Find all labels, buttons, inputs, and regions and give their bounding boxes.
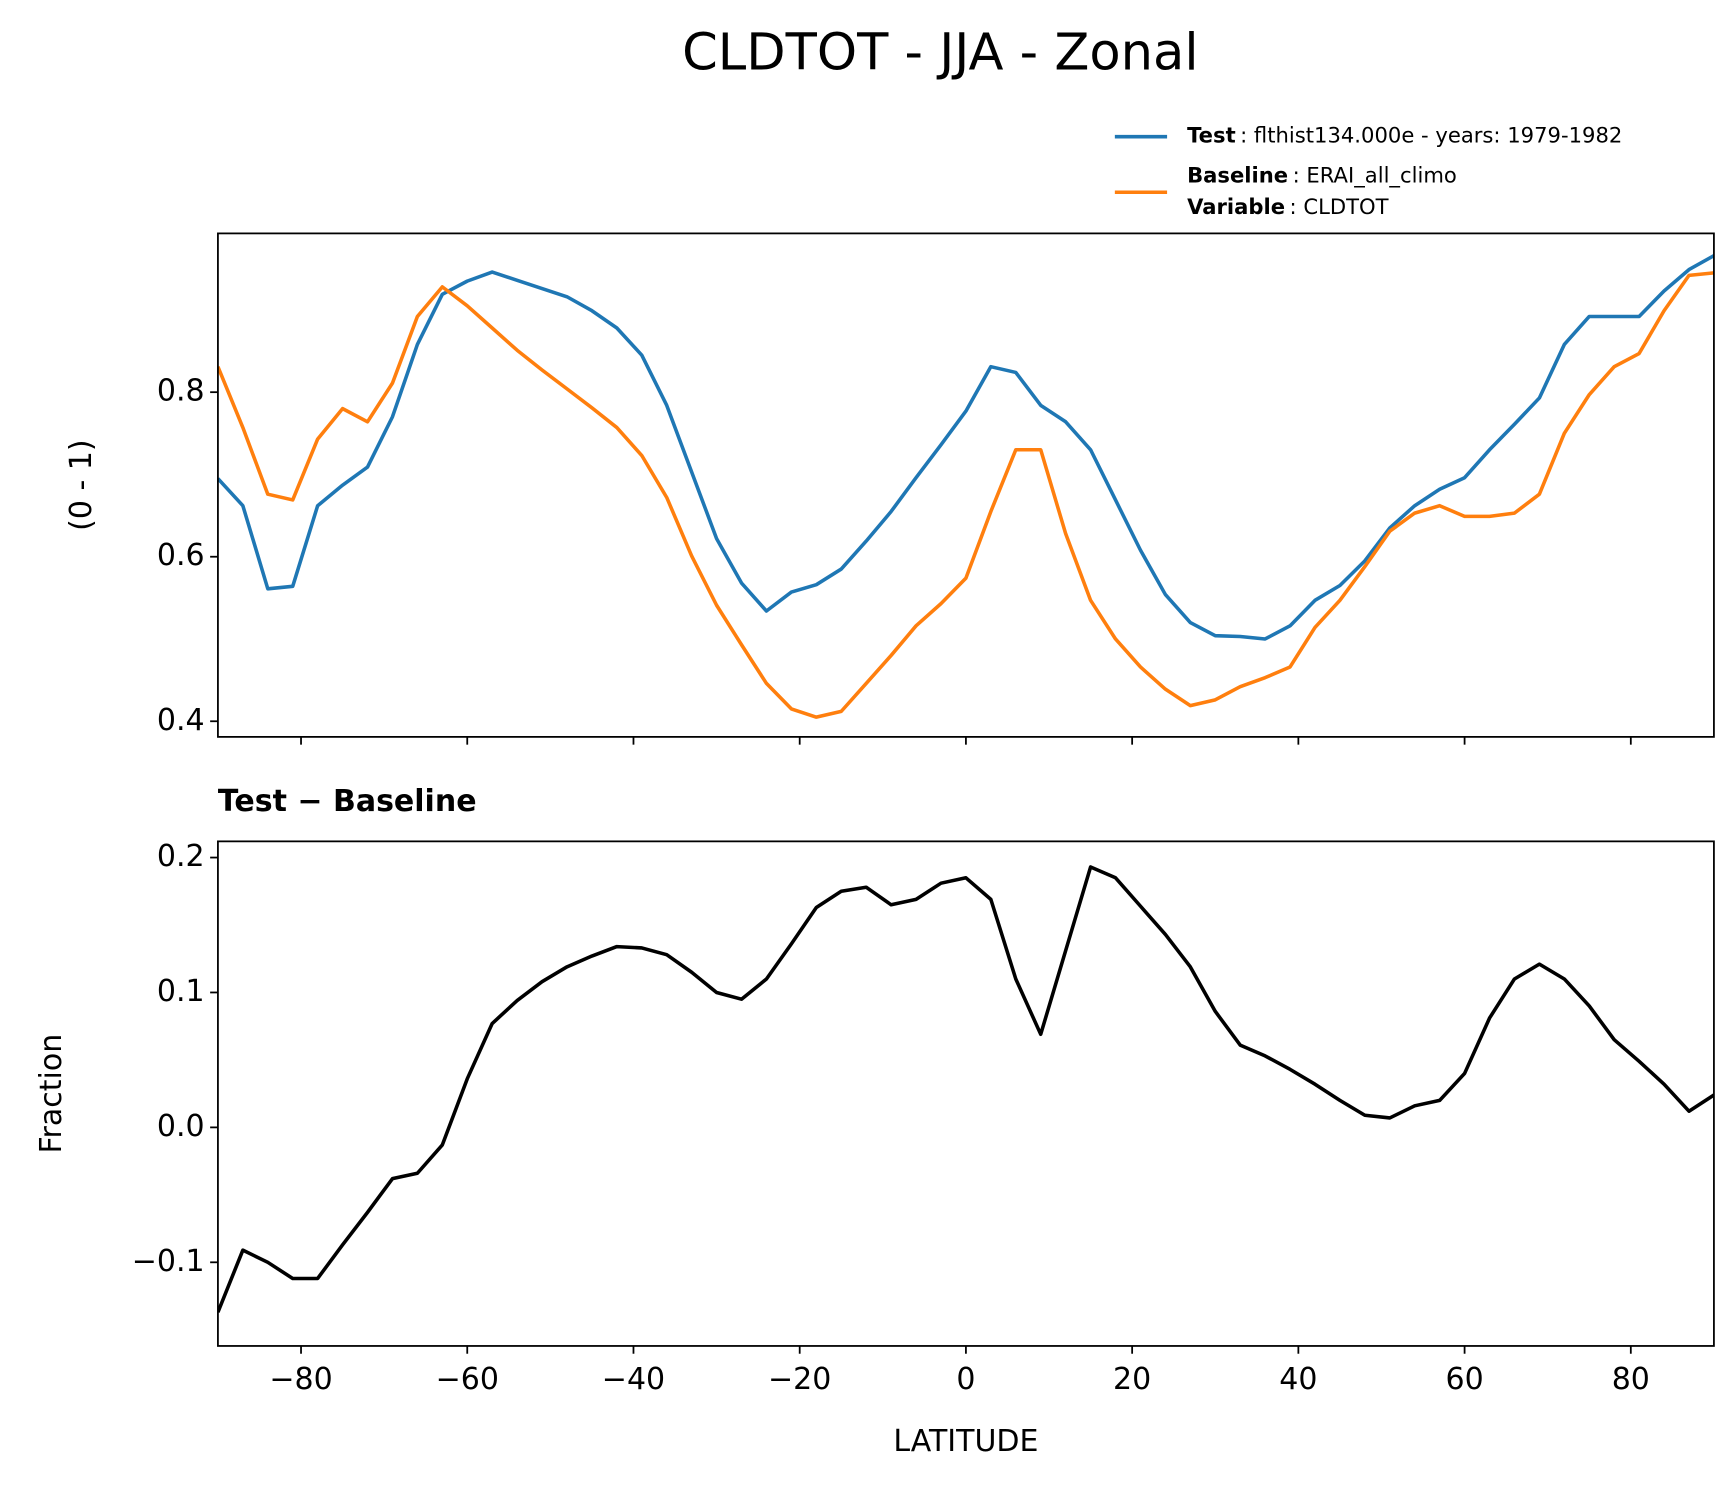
legend-label: Baseline: ERAI_all_climo bbox=[1187, 163, 1457, 189]
x-tick-label: −80 bbox=[269, 1362, 332, 1397]
y-axis-label: (0 - 1) bbox=[64, 439, 99, 530]
x-tick-label: −20 bbox=[768, 1362, 831, 1397]
x-tick-label: −60 bbox=[436, 1362, 499, 1397]
x-tick-label: 0 bbox=[956, 1362, 975, 1397]
x-tick-label: 80 bbox=[1612, 1362, 1650, 1397]
legend-text: : CLDTOT bbox=[1290, 194, 1389, 219]
x-tick-label: 20 bbox=[1113, 1362, 1151, 1397]
series-line bbox=[217, 865, 1714, 1313]
legend-name: Variable bbox=[1187, 194, 1285, 219]
x-tick-label: 40 bbox=[1279, 1362, 1317, 1397]
y-tick-label: 0.2 bbox=[157, 839, 205, 874]
y-axis-label: Fraction bbox=[34, 1034, 69, 1154]
legend-label: Variable: CLDTOT bbox=[1187, 194, 1389, 219]
y-tick-label: 0.6 bbox=[157, 538, 205, 573]
x-tick-label: 60 bbox=[1445, 1362, 1483, 1397]
axes-frame bbox=[217, 840, 1715, 1347]
legend-label: Test: flthist134.000e - years: 1979-1982 bbox=[1187, 123, 1622, 148]
axes-title: Test − Baseline bbox=[218, 784, 477, 819]
legend-name: Test bbox=[1187, 123, 1236, 148]
figure-title: CLDTOT - JJA - Zonal bbox=[682, 24, 1198, 83]
y-tick-label: 0.1 bbox=[157, 974, 205, 1009]
x-tick-label: −40 bbox=[602, 1362, 665, 1397]
y-tick-label: 0.0 bbox=[157, 1109, 205, 1144]
y-tick-label: 0.8 bbox=[157, 374, 205, 409]
series-line bbox=[217, 271, 1714, 719]
legend-text: : flthist134.000e - years: 1979-1982 bbox=[1240, 123, 1622, 148]
y-tick-label: 0.4 bbox=[157, 703, 205, 738]
x-axis-label: LATITUDE bbox=[893, 1424, 1038, 1459]
legend-name: Baseline bbox=[1187, 163, 1288, 188]
legend-text: : ERAI_all_climo bbox=[1293, 163, 1457, 189]
y-tick-label: −0.1 bbox=[132, 1244, 205, 1279]
series-line bbox=[217, 254, 1714, 641]
axes-frame bbox=[217, 232, 1715, 738]
